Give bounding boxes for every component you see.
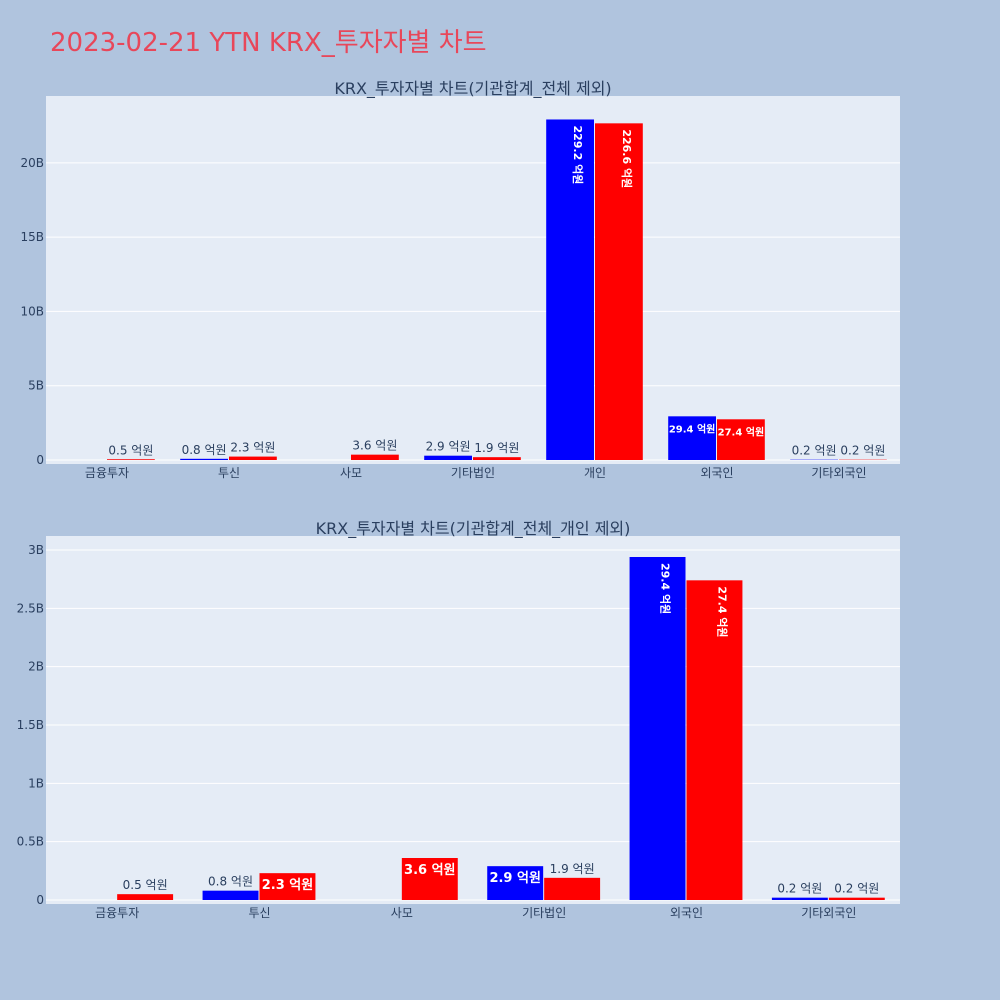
sell-bar (473, 457, 521, 460)
data-label: 0.2 억원 (840, 444, 885, 458)
data-label: 3.6 억원 (404, 863, 455, 878)
x-tick-label: 기타법인 (522, 906, 566, 920)
sell-bar (595, 123, 643, 460)
y-tick-label: 2B (28, 660, 44, 674)
data-label: 0.5 억원 (108, 443, 153, 457)
data-label: 29.4 억원 (669, 422, 716, 435)
sell-bar (229, 456, 277, 460)
sell-bar (828, 897, 885, 900)
y-tick-label: 0 (36, 453, 44, 467)
y-tick-label: 15B (20, 230, 44, 244)
sell-bar (401, 858, 458, 900)
y-tick-label: 0.5B (17, 835, 44, 849)
data-label: 29.4 억원 (659, 563, 673, 614)
x-tick-label: 투신 (218, 466, 240, 480)
data-label: 0.5 억원 (123, 878, 168, 892)
x-tick-label: 사모 (391, 906, 413, 920)
x-tick-label: 사모 (340, 466, 362, 480)
data-label: 229.2 억원 (571, 125, 585, 184)
data-label: 2.9 억원 (426, 440, 471, 454)
y-tick-label: 0 (36, 893, 44, 907)
sell-bar (107, 459, 155, 460)
sell-bar (544, 877, 601, 900)
data-label: 27.4 억원 (718, 425, 765, 438)
y-tick-label: 10B (20, 304, 44, 318)
buy-bar (424, 455, 472, 460)
x-tick-label: 투신 (248, 906, 270, 920)
plot-area (46, 96, 900, 464)
x-tick-label: 외국인 (670, 906, 703, 920)
x-tick-label: 금융투자 (95, 906, 139, 920)
data-label: 1.9 억원 (550, 862, 595, 876)
y-tick-label: 1B (28, 776, 44, 790)
chart-2: 0 0.5B 1B 1.5B 2B 2.5B 3B KRX_투자자별 차트(기관합계_전체_개… (17, 519, 900, 920)
buy-bar (668, 416, 716, 460)
x-tick-label: 개인 (584, 466, 606, 480)
y-tick-label: 3B (28, 543, 44, 557)
x-tick-label: 기타외국인 (801, 906, 856, 920)
data-label: 0.2 억원 (792, 444, 837, 458)
x-tick-label: 금융투자 (85, 466, 129, 480)
data-label: 2.3 억원 (230, 441, 275, 455)
sell-bar (259, 873, 316, 900)
data-label: 3.6 억원 (352, 439, 397, 453)
x-tick-label: 기타법인 (451, 466, 495, 480)
data-label: 27.4 억원 (715, 586, 729, 637)
sell-bar (351, 454, 399, 460)
buy-bar (546, 119, 594, 460)
buy-bar (629, 557, 686, 900)
y-tick-label: 2.5B (17, 601, 44, 615)
buy-bar (180, 458, 228, 460)
chart-1: 0 5B 10B 15B 20B KRX_투자자별 차트(기관합계_전체 제외) 금융투자 0… (20, 79, 900, 480)
data-label: 2.9 억원 (489, 871, 540, 886)
plot-area (46, 536, 900, 904)
data-label: 2.3 억원 (262, 878, 313, 893)
buy-bar (487, 866, 544, 900)
subplot-title: KRX_투자자별 차트(기관합계_전체_개인 제외) (316, 519, 631, 539)
data-label: 1.9 억원 (474, 441, 519, 455)
subplot-title: KRX_투자자별 차트(기관합계_전체 제외) (334, 79, 611, 99)
data-label: 0.2 억원 (834, 882, 879, 896)
y-tick-label: 20B (20, 156, 44, 170)
data-label: 0.8 억원 (208, 875, 253, 889)
data-label: 0.8 억원 (182, 443, 227, 457)
data-label: 226.6 억원 (620, 129, 634, 188)
sell-bar (717, 419, 765, 460)
data-label: 0.2 억원 (777, 882, 822, 896)
buy-bar (202, 890, 259, 900)
x-tick-label: 기타외국인 (811, 466, 866, 480)
buy-bar (771, 897, 828, 900)
x-tick-label: 외국인 (700, 466, 733, 480)
y-tick-label: 5B (28, 379, 44, 393)
sell-bar (117, 894, 174, 900)
sell-bar (686, 580, 743, 900)
y-tick-label: 1.5B (17, 718, 44, 732)
page-title: 2023-02-21 YTN KRX_투자자별 차트 (50, 28, 487, 58)
